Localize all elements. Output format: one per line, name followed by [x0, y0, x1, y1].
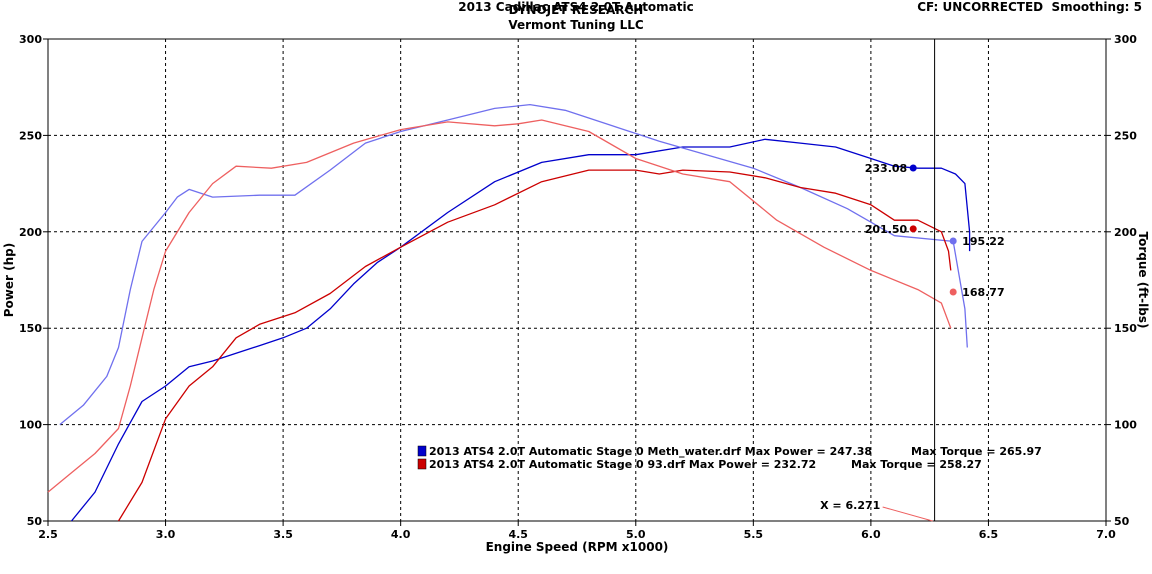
y-tick-label: 200: [19, 226, 42, 239]
legend-entry-meth: 2013 ATS4 2.0T Automatic Stage 0 Meth_wa…: [429, 445, 872, 458]
legend: 2013 ATS4 2.0T Automatic Stage 0 Meth_wa…: [417, 445, 1042, 471]
x-tick-label: 2.5: [38, 528, 58, 541]
cursor-leader-line: [882, 506, 933, 522]
x-axis-ticks: 2.5 3.0 3.5 4.0 4.5 5.0 5.5 6.0 6.5 7.0: [38, 521, 1116, 541]
series-line-93_power: [117, 169, 952, 522]
x-tick-label: 4.5: [508, 528, 528, 541]
series-line-93_torque: [47, 119, 952, 493]
marker-dot-93_power: [909, 225, 917, 233]
x-tick-label: 6.5: [979, 528, 999, 541]
marker-dot-meth_power: [909, 164, 917, 172]
x-axis-label: Engine Speed (RPM x1000): [486, 540, 669, 554]
cf-label: CF: UNCORRECTED: [917, 0, 1044, 14]
x-tick-label: 5.0: [626, 528, 646, 541]
y2-axis-ticks: 50 100 150 200 250 300: [1106, 33, 1137, 528]
legend-entry-93: 2013 ATS4 2.0T Automatic Stage 0 93.drf …: [429, 458, 816, 471]
y2-tick-label: 100: [1114, 419, 1137, 432]
y2-tick-label: 200: [1114, 226, 1137, 239]
y-tick-label: 50: [27, 515, 43, 528]
vehicle-caption: 2013 Cadillac ATS4 2.0T Automatic: [458, 0, 694, 14]
value-markers: 233.08 201.50 195.22 168.77: [865, 162, 1005, 299]
x-tick-label: 4.0: [391, 528, 411, 541]
chart-title: DYNOJET RESEARCH: [508, 3, 644, 17]
y2-axis-label: Torque (ft-lbs): [1136, 232, 1150, 329]
plot-frame: [47, 38, 1107, 522]
x-tick-label: 3.0: [156, 528, 176, 541]
y2-tick-label: 150: [1114, 322, 1137, 335]
legend-swatch-93: [417, 458, 427, 470]
legend-torque-93: Max Torque = 258.27: [851, 458, 982, 471]
marker-value-meth_power: 233.08: [865, 162, 907, 175]
marker-value-meth_torque: 195.22: [962, 235, 1004, 248]
legend-torque-meth: Max Torque = 265.97: [911, 445, 1042, 458]
grid: [48, 39, 1106, 521]
marker-dot-meth_torque: [949, 237, 957, 245]
smoothing-label: Smoothing: 5: [1051, 0, 1143, 14]
y-tick-label: 300: [19, 33, 42, 46]
x-tick-label: 6.0: [861, 528, 881, 541]
x-tick-label: 5.5: [744, 528, 764, 541]
x-tick-label: 7.0: [1096, 528, 1116, 541]
marker-value-93_power: 201.50: [865, 223, 908, 236]
y2-tick-label: 300: [1114, 33, 1137, 46]
marker-value-93_torque: 168.77: [962, 286, 1004, 299]
legend-swatch-meth: [417, 445, 427, 457]
y-tick-label: 150: [19, 322, 42, 335]
y-axis-label: Power (hp): [2, 243, 16, 317]
y2-tick-label: 250: [1114, 129, 1137, 142]
y-axis-ticks: 50 100 150 200 250 300: [19, 33, 48, 528]
y-tick-label: 250: [19, 129, 42, 142]
series-line-meth_torque: [59, 103, 968, 426]
x-tick-label: 3.5: [273, 528, 293, 541]
y-tick-label: 100: [19, 419, 42, 432]
correction-info: CF: UNCORRECTED Smoothing: 5: [917, 0, 1142, 14]
cursor-readout: X = 6.271: [820, 499, 880, 512]
chart-subtitle: Vermont Tuning LLC: [508, 18, 644, 32]
marker-dot-93_torque: [949, 288, 957, 296]
y2-tick-label: 50: [1114, 515, 1130, 528]
